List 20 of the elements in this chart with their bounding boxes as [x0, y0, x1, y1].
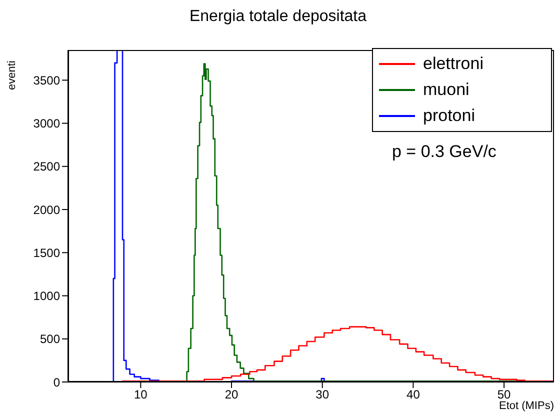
annotation: p = 0.3 GeV/c — [392, 142, 496, 162]
legend-label: elettroni — [423, 54, 484, 74]
x-tick-label: 20 — [224, 388, 239, 402]
y-tick-label: 3500 — [33, 73, 60, 88]
legend-label: muoni — [423, 80, 470, 100]
y-tick-label: 2000 — [33, 202, 60, 217]
y-tick-label: 3000 — [33, 116, 60, 131]
chart-title: Energia totale depositata — [188, 8, 368, 26]
x-tick-label: 40 — [406, 388, 420, 402]
x-tick-label: 30 — [316, 388, 330, 402]
x-tick-label: 50 — [497, 388, 512, 402]
y-tick-label: 2500 — [33, 160, 60, 174]
legend-label: protoni — [423, 106, 475, 126]
y-tick-label: 500 — [40, 332, 60, 346]
y-tick-label: 0 — [53, 375, 60, 390]
y-axis-title: eventi — [6, 60, 18, 90]
x-tick-label: 10 — [134, 388, 148, 402]
y-tick-label: 1000 — [33, 289, 60, 304]
y-tick-label: 1500 — [33, 246, 60, 260]
x-axis-title: Etot (MIPs) — [498, 400, 554, 412]
